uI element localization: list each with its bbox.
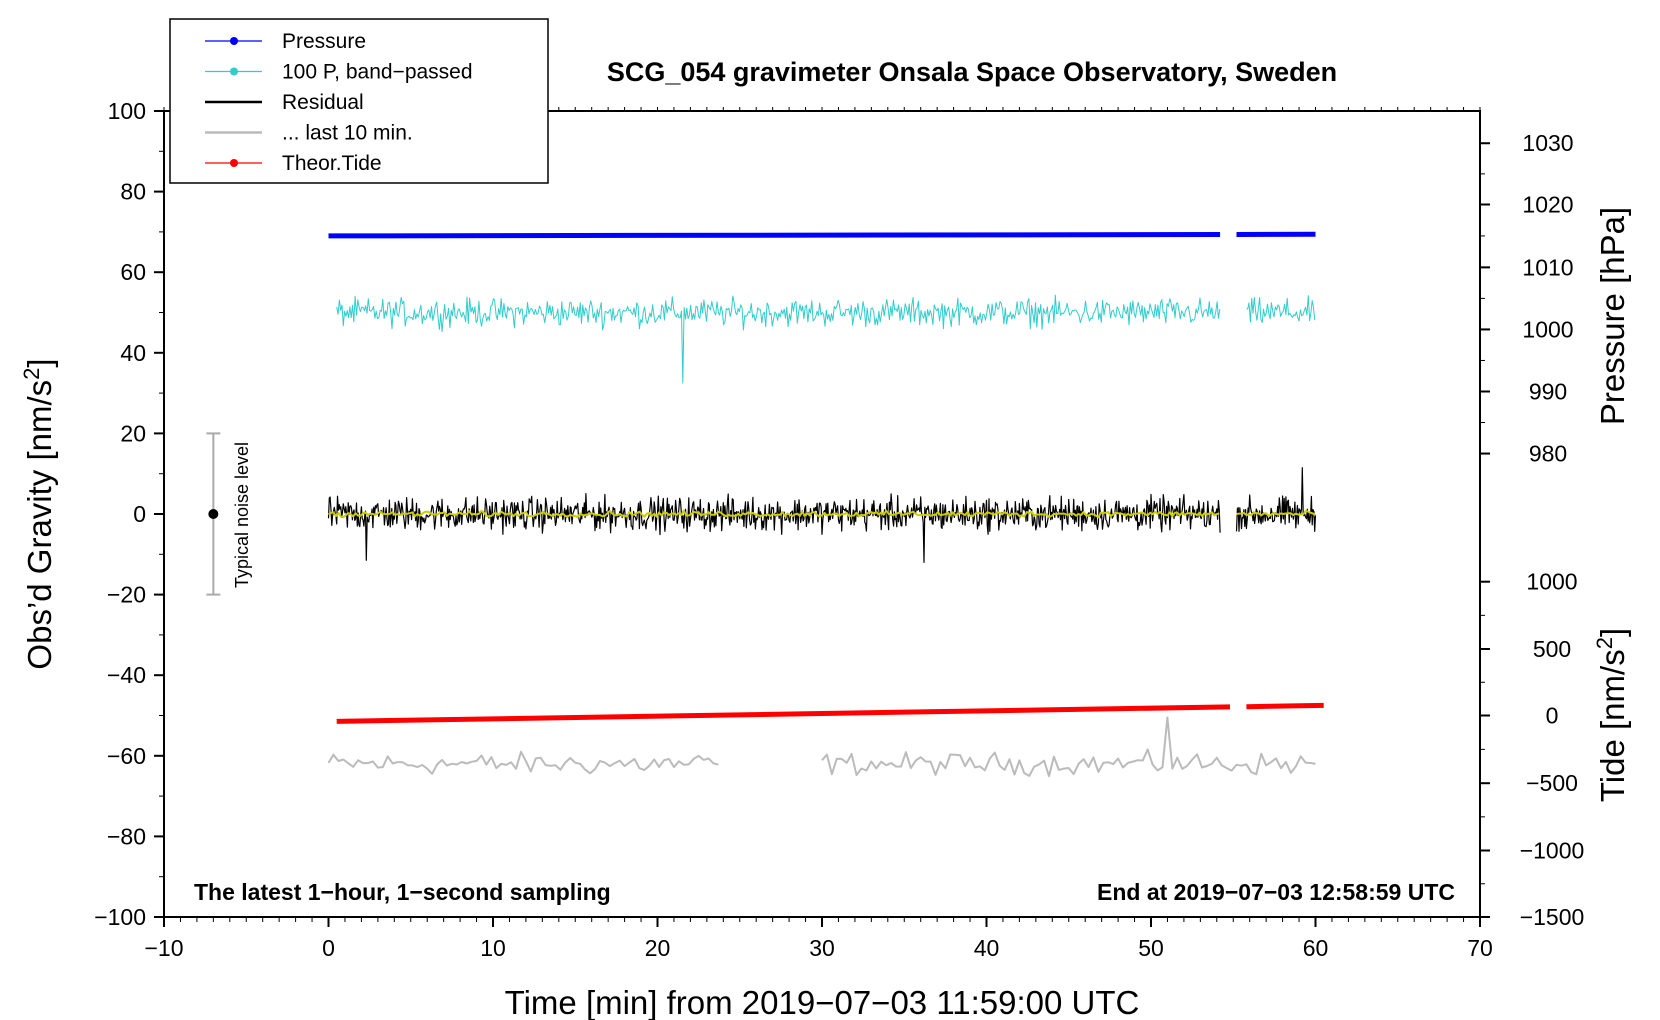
legend-dot [230,67,238,76]
x-tick-label: 0 [322,935,335,961]
legend-label: Theor.Tide [282,152,382,175]
legend-entries: Pressure 100 P, band−passed Residual ... la… [205,30,473,175]
series-last-10-min-segment [327,750,719,775]
annotation-right: End at 2019−07−03 12:58:59 UTC [1097,879,1455,905]
x-tick-label: 70 [1467,935,1493,961]
series-theor-tide-segment [336,704,1231,724]
legend-label: ... last 10 min. [282,122,413,145]
legend: Pressure 100 P, band−passed Residual ... la… [169,18,549,184]
series-theor-tide-segment [1246,702,1324,710]
pressure-tick-label: 990 [1529,378,1567,404]
legend-label: Residual [282,91,364,114]
y-left-tick-label: −100 [94,904,146,930]
tide-axis-title-sup: 2 [1592,637,1617,649]
legend-dot [230,159,238,167]
pressure-tick-label: 1000 [1522,316,1573,342]
y-left-tick-label: 40 [120,340,146,366]
y-left-axis-title-sup: 2 [19,368,44,380]
y-left-tick-label: 80 [120,179,146,205]
y-left-tick-label: −60 [107,743,146,769]
noise-bar-dot [208,509,219,519]
x-tick-label: 40 [974,935,1000,961]
tide-tick-label: 0 [1546,703,1559,729]
y-left-axis-title-text: Obs’d Gravity [nm/s [21,380,58,670]
y-left-tick-label: −80 [107,823,146,849]
chart-title: SCG_054 gravimeter Onsala Space Observat… [607,57,1337,87]
pressure-axis-title: Pressure [hPa] [1594,207,1631,425]
pressure-tick-label: 980 [1529,441,1567,467]
y-left-tick-label: 20 [120,420,146,446]
legend-dot [230,37,238,45]
x-axis-title: Time [min] from 2019−07−03 11:59:00 UTC [505,984,1140,1020]
legend-label: 100 P, band−passed [282,61,473,84]
series-100-p-band-passed-segment [336,294,1221,384]
tide-tick-label: −500 [1526,770,1578,796]
series-residual-smoothed-segment [327,509,1220,519]
series-residual-smoothed-segment [1236,510,1317,517]
series-layer [327,231,1324,778]
tide-tick-label: 1000 [1526,569,1577,595]
pressure-tick-label: 1010 [1522,254,1573,280]
noise-bar [206,432,221,596]
series-100-p-band-passed-segment [1246,295,1316,323]
y-left-tick-label: −40 [107,662,146,688]
y-left-tick-label: 0 [133,501,146,527]
tide-tick-label: 500 [1533,636,1571,662]
pressure-tick-label: 1030 [1522,130,1573,156]
series-residual-segment [327,493,1221,563]
tide-axis-title-end: ] [1594,628,1631,637]
x-tick-label: 10 [480,935,506,961]
y-left-tick-label: 60 [120,259,146,285]
tide-axis-title: Tide [nm/s2] [1592,628,1632,802]
y-left-tick-label: 100 [108,98,146,124]
annotation-left: The latest 1−hour, 1−second sampling [194,879,611,905]
noise-level-label: Typical noise level [232,442,252,588]
x-tick-label: 30 [809,935,835,961]
y-left-tick-label: −20 [107,582,146,608]
y-left-axis-title-end: ] [21,358,58,367]
x-tick-label: −10 [144,935,183,961]
series-last-10-min-segment [821,716,1316,778]
tide-tick-label: −1000 [1520,838,1585,864]
tick-layer: −10 0 10 20 30 40 50 60 70100806040200−20−40−60−… [94,98,1584,961]
x-tick-label: 20 [645,935,671,961]
x-tick-label: 50 [1138,935,1164,961]
series-pressure-segment [328,232,1221,239]
y-left-axis-title: Obs’d Gravity [nm/s2] [19,358,59,669]
legend-label: Pressure [282,30,366,53]
tide-axis-title-text: Tide [nm/s [1594,649,1631,802]
pressure-tick-label: 1020 [1522,191,1573,217]
x-tick-label: 60 [1303,935,1329,961]
tide-tick-label: −1500 [1520,904,1585,930]
